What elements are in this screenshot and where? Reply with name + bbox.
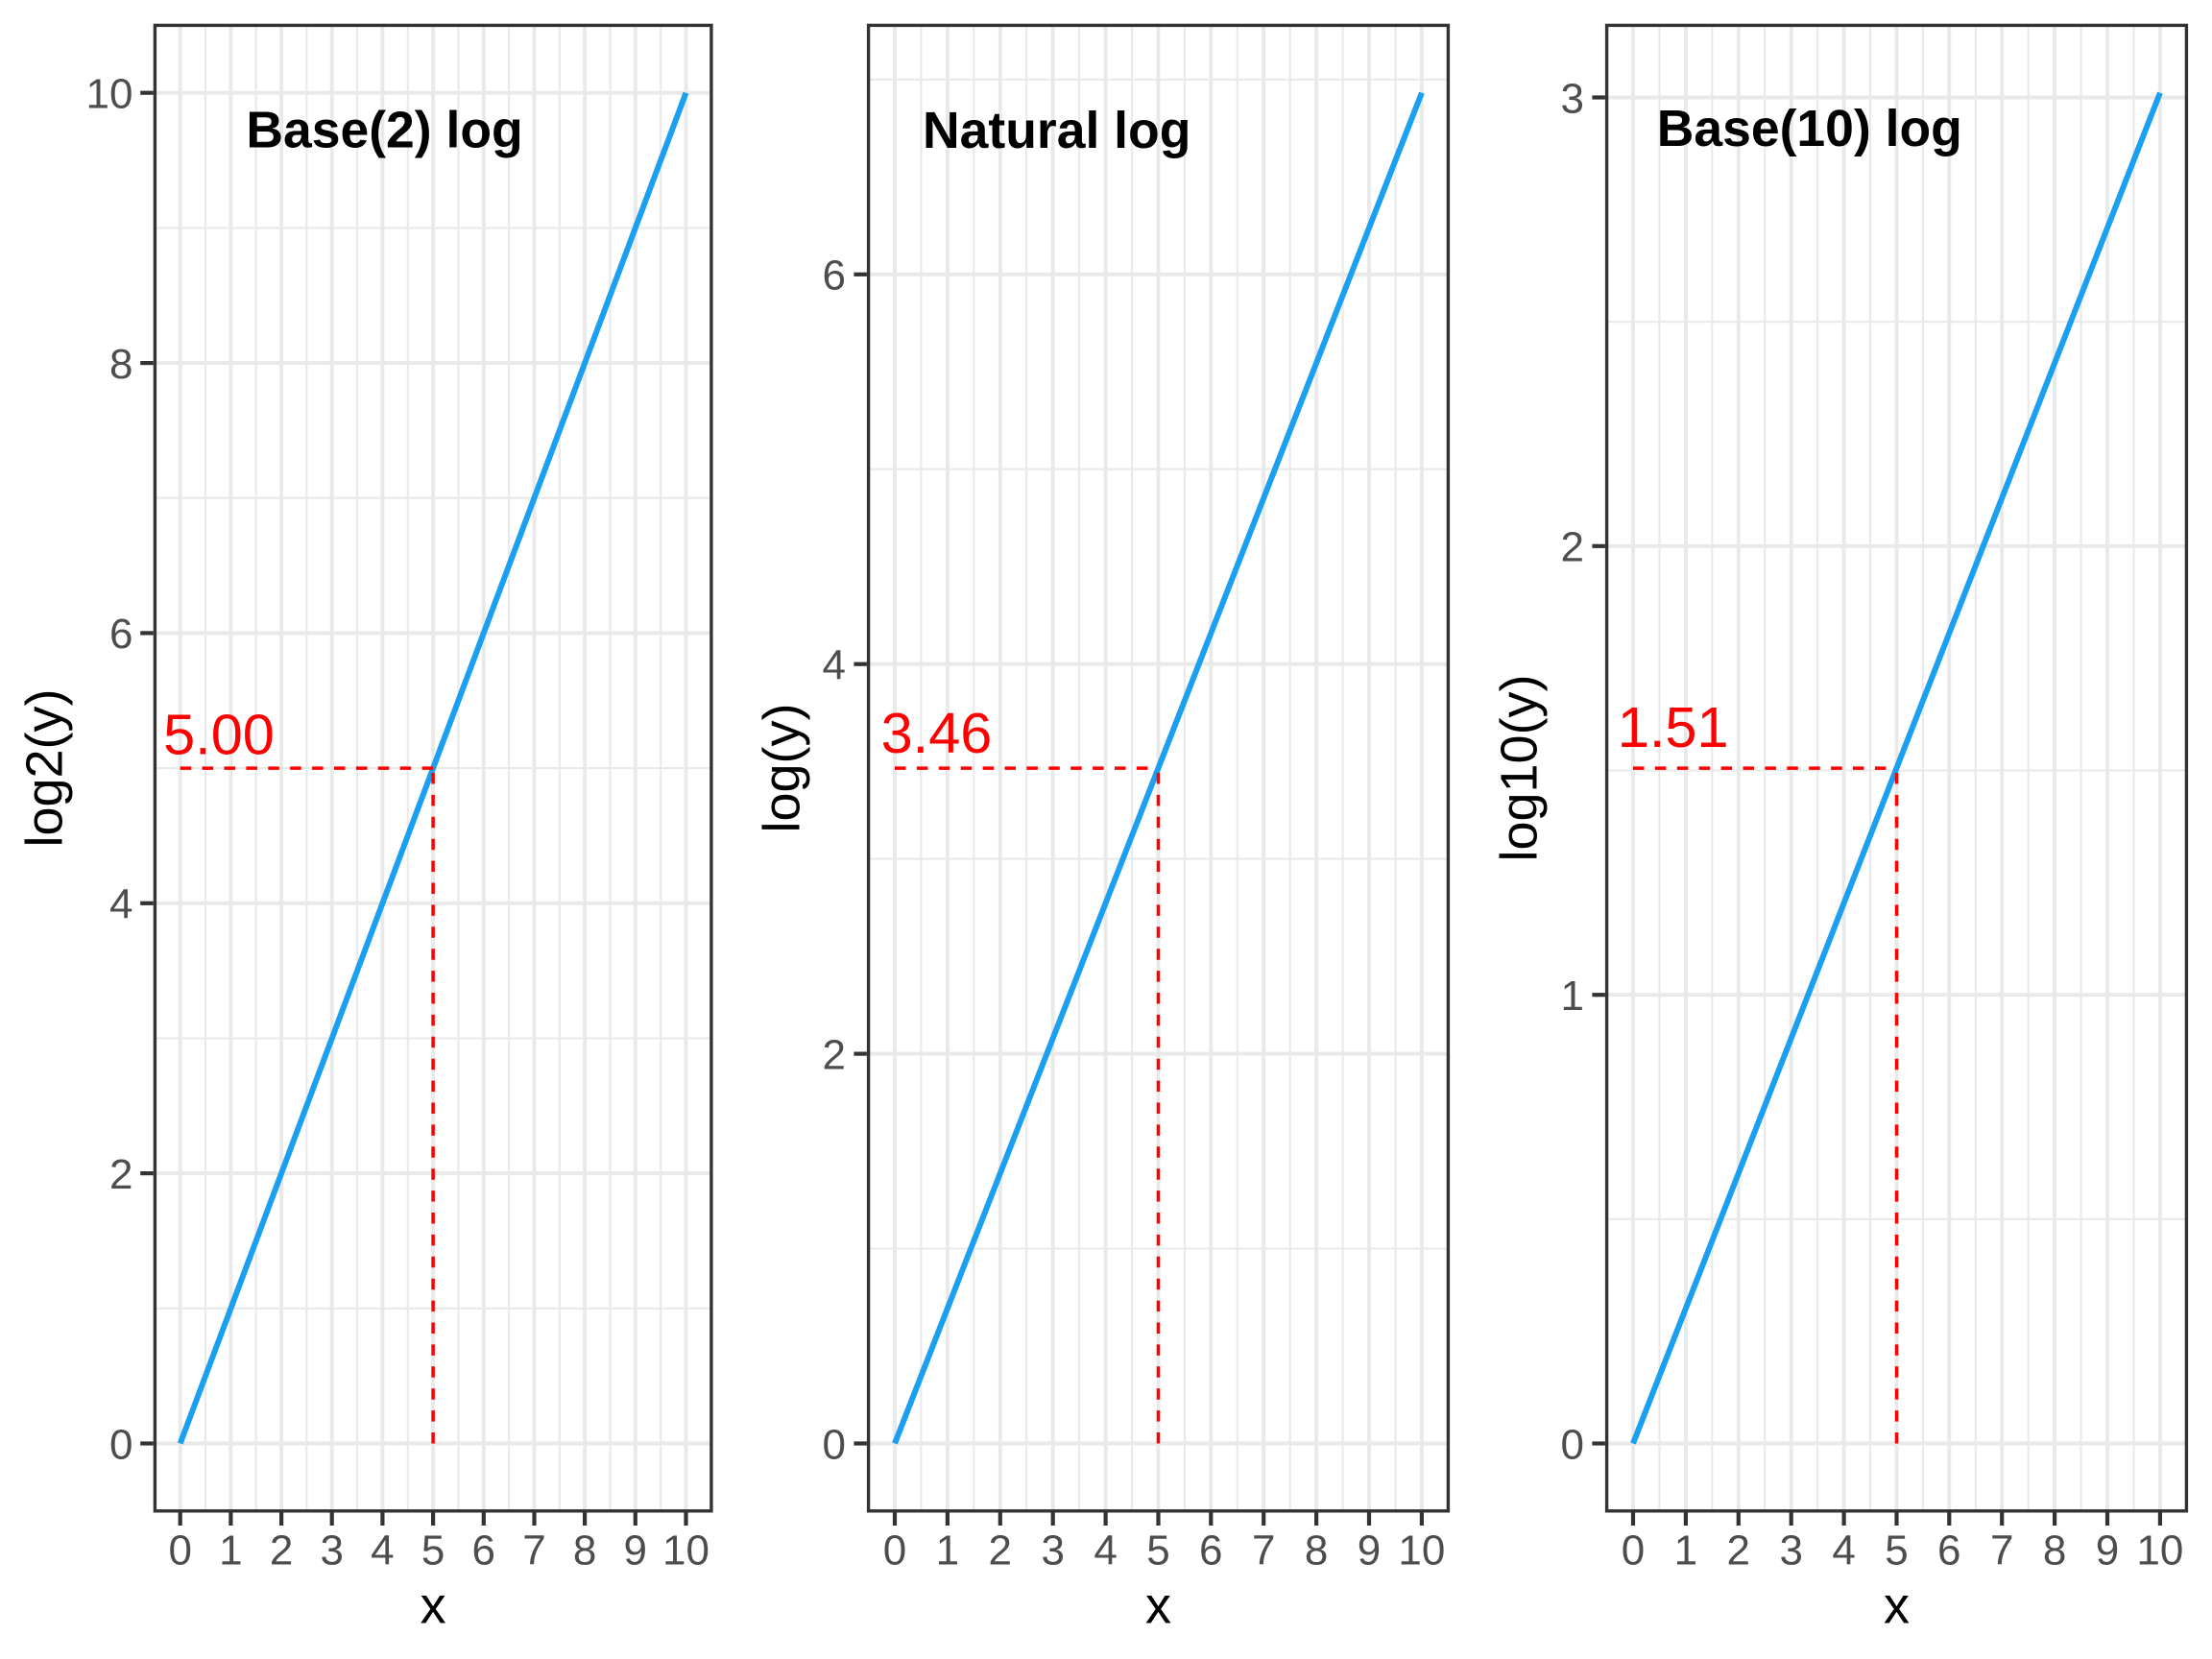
svg-text:3: 3 (1779, 1527, 1802, 1575)
svg-text:7: 7 (522, 1527, 545, 1575)
svg-text:x: x (1145, 1577, 1171, 1635)
svg-text:9: 9 (1358, 1527, 1381, 1575)
svg-text:0: 0 (109, 1421, 132, 1468)
svg-text:2: 2 (109, 1151, 132, 1198)
svg-text:0: 0 (883, 1527, 906, 1575)
svg-text:5.00: 5.00 (163, 703, 275, 767)
svg-text:4: 4 (823, 641, 846, 688)
svg-text:2: 2 (1727, 1527, 1750, 1575)
svg-text:4: 4 (1832, 1527, 1855, 1575)
svg-text:1: 1 (1674, 1527, 1697, 1575)
svg-text:Base(10) log: Base(10) log (1657, 101, 1962, 157)
svg-text:9: 9 (624, 1527, 647, 1575)
svg-text:1: 1 (219, 1527, 242, 1575)
svg-text:3: 3 (1561, 75, 1584, 122)
svg-text:0: 0 (168, 1527, 191, 1575)
svg-text:log2(y): log2(y) (16, 688, 74, 847)
svg-text:6: 6 (823, 252, 846, 300)
svg-text:10: 10 (662, 1527, 709, 1575)
svg-text:10: 10 (1398, 1527, 1445, 1575)
svg-text:Natural log: Natural log (923, 103, 1190, 159)
svg-text:x: x (421, 1577, 446, 1635)
svg-text:3.46: 3.46 (881, 701, 993, 765)
svg-text:0: 0 (823, 1421, 846, 1468)
svg-text:8: 8 (109, 341, 132, 388)
svg-text:10: 10 (2136, 1527, 2183, 1575)
svg-text:8: 8 (1305, 1527, 1328, 1575)
svg-text:1.51: 1.51 (1618, 695, 1729, 759)
svg-text:2: 2 (823, 1031, 846, 1078)
svg-text:10: 10 (86, 71, 133, 118)
svg-text:6: 6 (472, 1527, 495, 1575)
svg-text:log10(y): log10(y) (1491, 674, 1549, 861)
svg-text:6: 6 (1199, 1527, 1222, 1575)
svg-text:4: 4 (109, 881, 132, 928)
svg-text:log(y): log(y) (754, 703, 811, 832)
svg-text:2: 2 (989, 1527, 1012, 1575)
svg-text:4: 4 (1094, 1527, 1117, 1575)
svg-text:8: 8 (573, 1527, 596, 1575)
svg-text:6: 6 (1937, 1527, 1960, 1575)
svg-text:7: 7 (1252, 1527, 1275, 1575)
svg-text:x: x (1884, 1577, 1910, 1635)
svg-text:0: 0 (1622, 1527, 1645, 1575)
svg-text:Base(2) log: Base(2) log (246, 103, 522, 159)
svg-text:4: 4 (371, 1527, 394, 1575)
svg-text:3: 3 (1041, 1527, 1064, 1575)
svg-text:5: 5 (421, 1527, 445, 1575)
svg-text:8: 8 (2043, 1527, 2066, 1575)
svg-text:0: 0 (1561, 1421, 1584, 1468)
svg-text:6: 6 (109, 611, 132, 658)
svg-text:5: 5 (1146, 1527, 1169, 1575)
svg-text:1: 1 (936, 1527, 959, 1575)
svg-text:2: 2 (1561, 524, 1584, 571)
svg-text:2: 2 (270, 1527, 293, 1575)
svg-text:3: 3 (320, 1527, 343, 1575)
svg-text:9: 9 (2096, 1527, 2119, 1575)
svg-text:1: 1 (1561, 973, 1584, 1020)
svg-text:7: 7 (1990, 1527, 2013, 1575)
svg-text:5: 5 (1885, 1527, 1908, 1575)
